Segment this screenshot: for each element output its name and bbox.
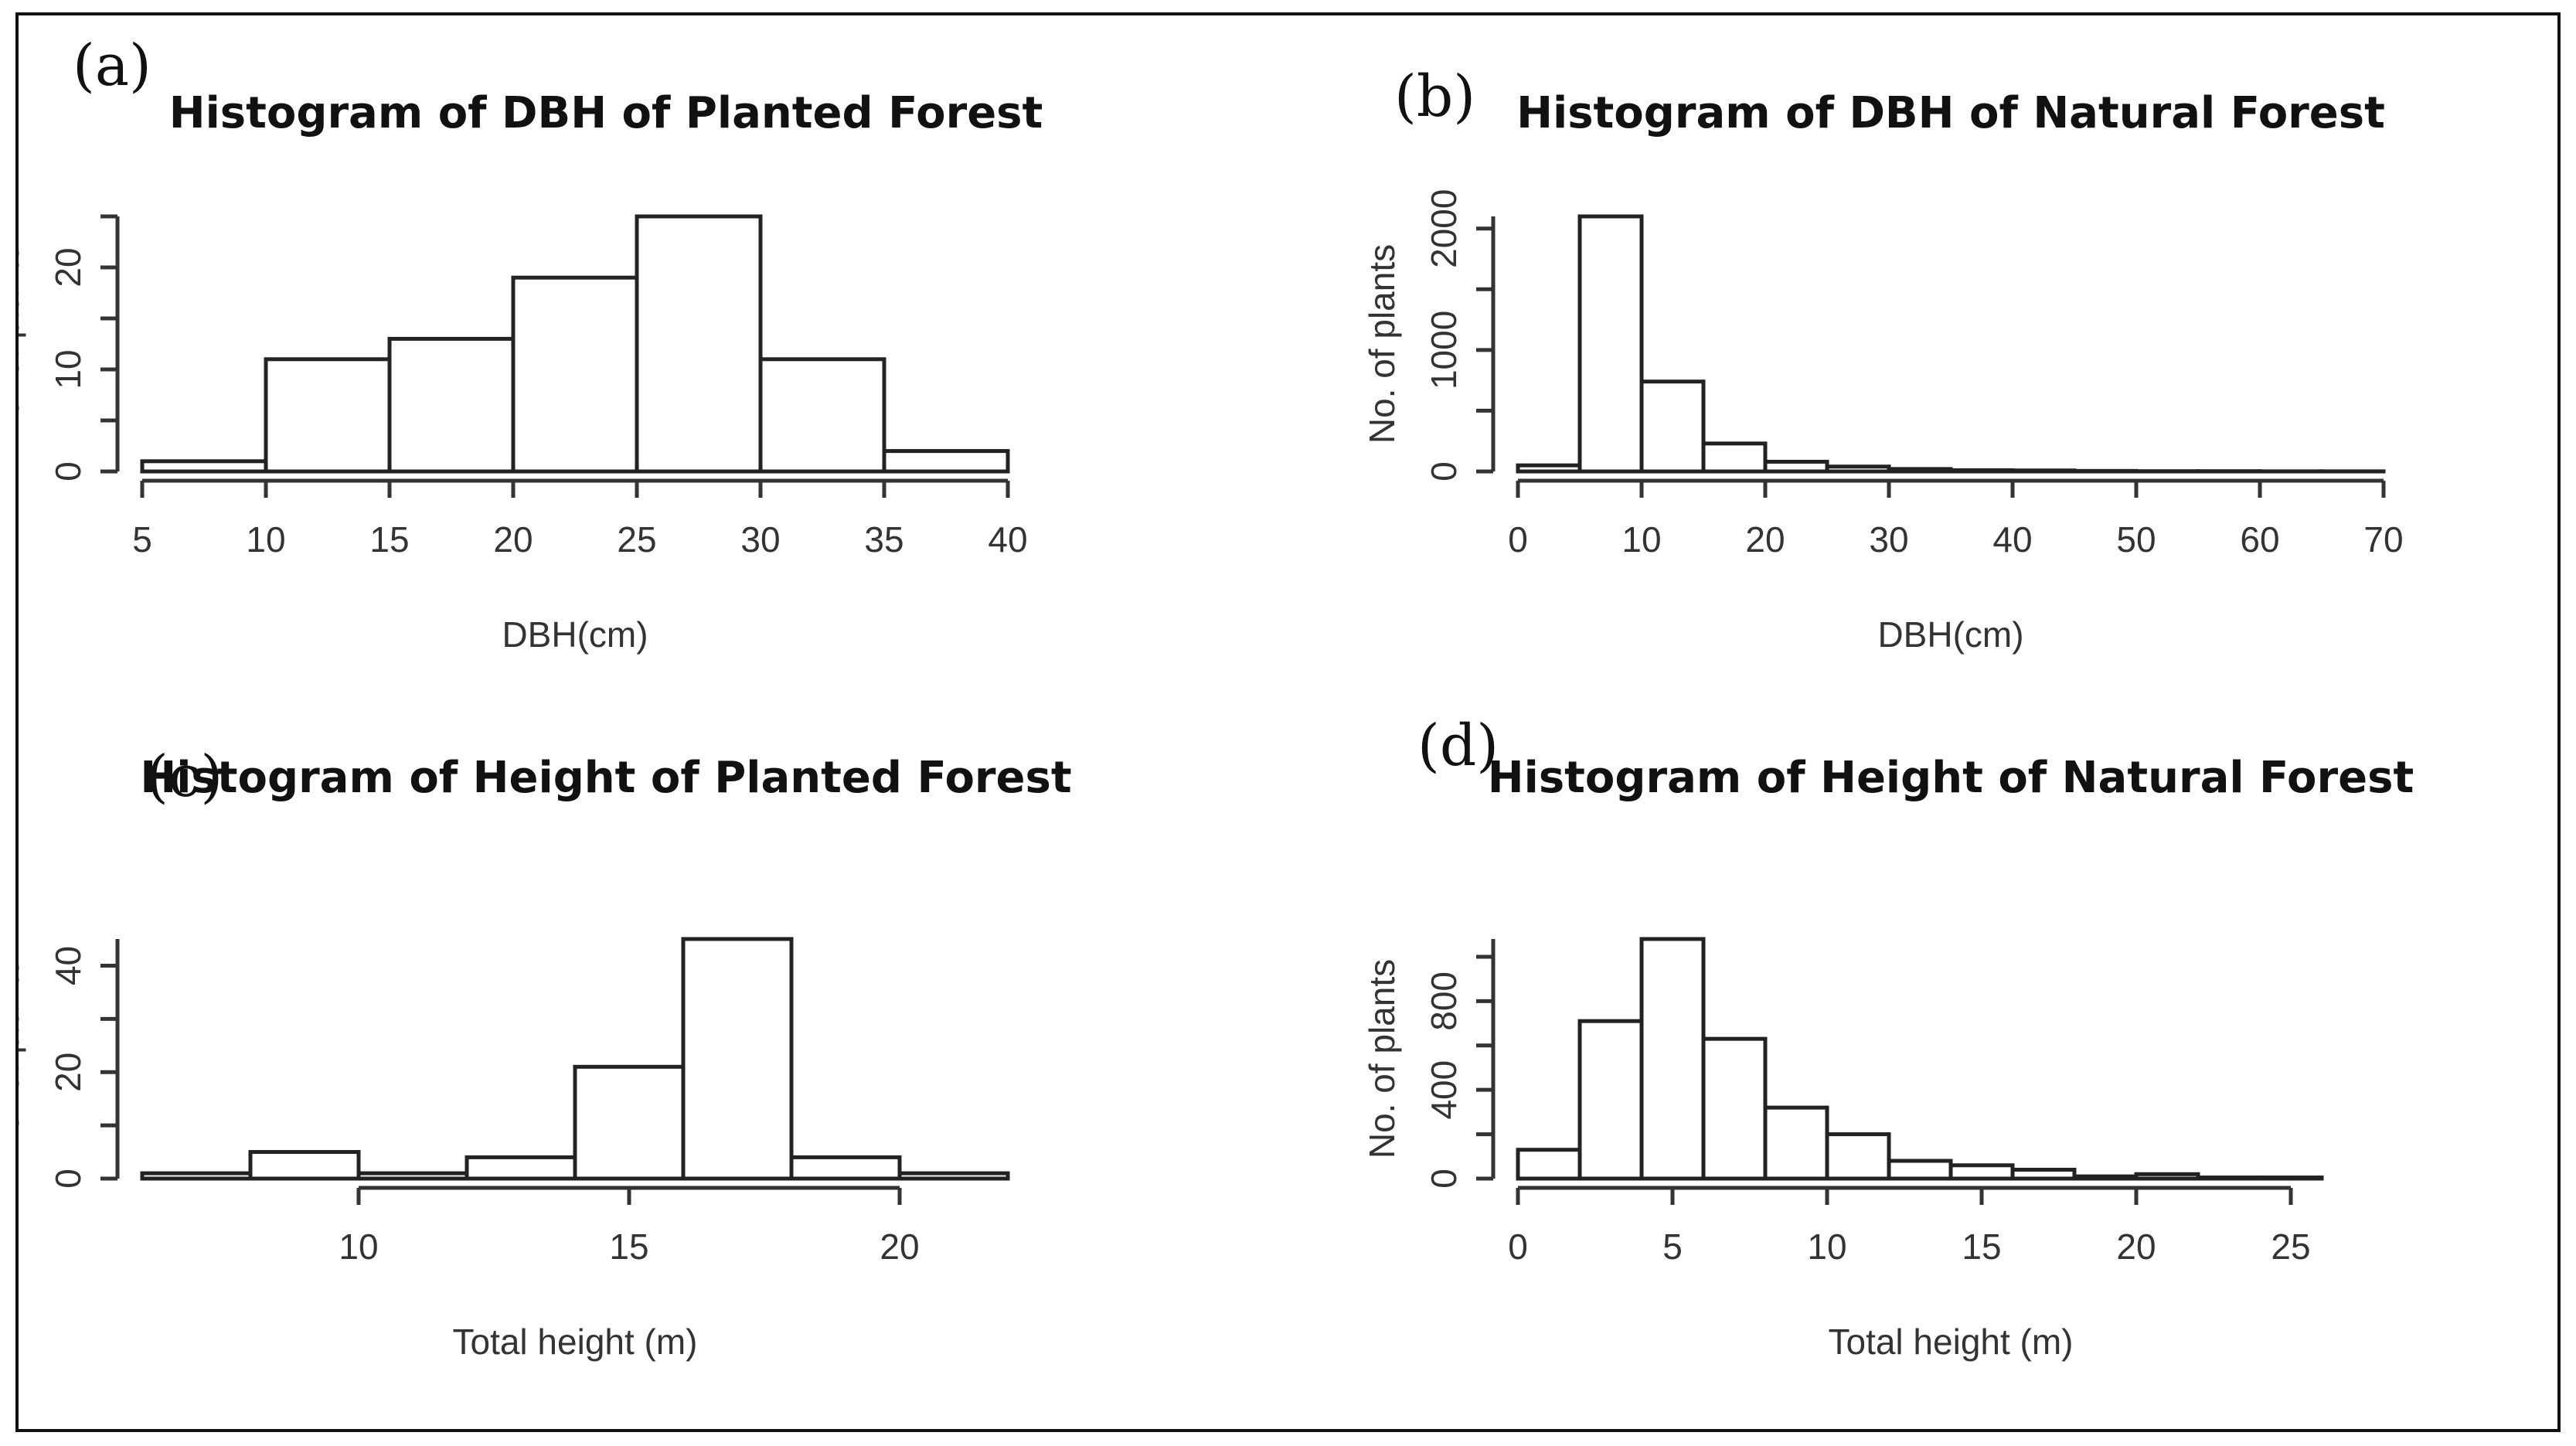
- histogram-bar-c: [140, 1171, 253, 1181]
- histogram-bar-a: [264, 357, 392, 474]
- y-tick-label-d: 800: [1424, 971, 1464, 1031]
- panel-label-c: (c): [146, 743, 223, 810]
- x-tick-label-d: 15: [1962, 1227, 2001, 1267]
- histogram-bar-b: [1763, 459, 1829, 474]
- histogram-bar-d: [2010, 1168, 2077, 1181]
- y-tick-label-b: 2000: [1424, 189, 1464, 268]
- panel-label-d: (d): [1417, 713, 1499, 779]
- figure-frame: (a) Histogram of DBH of Planted Forest 5 10…: [15, 12, 2561, 1432]
- histogram-bar-b: [1825, 464, 1891, 474]
- histogram-bar-a: [882, 449, 1010, 474]
- panel-label-a: (a): [73, 32, 151, 99]
- y-tick-label-a: 20: [48, 247, 88, 287]
- histogram-bar-a: [511, 275, 639, 474]
- x-tick-label-b: 20: [1745, 519, 1785, 560]
- histogram-bar-c: [356, 1171, 469, 1181]
- y-axis-label-b: No. of plants: [1362, 244, 1402, 444]
- histogram-bar-d: [2134, 1172, 2200, 1181]
- chart-title-c: Histogram of Height of Planted Forest: [140, 753, 1071, 803]
- histogram-bar-c: [681, 937, 794, 1181]
- histogram-bar-c: [573, 1064, 686, 1181]
- histogram-bar-a: [758, 357, 886, 474]
- histogram-bar-a: [140, 459, 268, 474]
- y-axis-label-c: No. of plants: [19, 959, 26, 1159]
- chart-title-d: Histogram of Height of Natural Forest: [1488, 753, 2414, 803]
- x-tick-label-d: 20: [2116, 1227, 2156, 1267]
- x-tick-label-b: 60: [2240, 519, 2279, 560]
- histogram-bar-d: [2258, 1176, 2324, 1181]
- histogram-bar-c: [248, 1150, 361, 1181]
- x-axis-label-b: DBH(cm): [1877, 614, 2023, 655]
- x-tick-label-c: 10: [339, 1227, 378, 1267]
- chart-title-b: Histogram of DBH of Natural Forest: [1516, 88, 2385, 138]
- x-tick-label-c: 20: [880, 1227, 919, 1267]
- y-axis-label-d: No. of plants: [1362, 959, 1402, 1159]
- x-tick-label-a: 40: [988, 519, 1027, 560]
- histogram-bar-d: [2196, 1176, 2262, 1181]
- x-tick-label-d: 25: [2271, 1227, 2310, 1267]
- histogram-bar-b: [1516, 463, 1582, 474]
- histogram-figure: (a) Histogram of DBH of Planted Forest 5 10…: [19, 32, 2414, 1362]
- y-tick-label-c: 40: [48, 946, 88, 985]
- x-tick-label-b: 70: [2363, 519, 2403, 560]
- x-tick-label-a: 15: [369, 519, 409, 560]
- x-axis-label-d: Total height (m): [1828, 1322, 2073, 1362]
- x-tick-label-b: 10: [1621, 519, 1661, 560]
- histogram-bar-b: [1948, 468, 2015, 474]
- x-tick-label-d: 0: [1508, 1227, 1528, 1267]
- y-tick-label-a: 0: [48, 461, 88, 481]
- histogram-bar-d: [1701, 1036, 1768, 1181]
- histogram-bar-d: [2072, 1174, 2139, 1181]
- y-tick-label-d: 400: [1424, 1060, 1464, 1120]
- histogram-bar-d: [1763, 1105, 1829, 1181]
- x-tick-label-d: 10: [1807, 1227, 1846, 1267]
- x-tick-label-b: 50: [2116, 519, 2156, 560]
- histogram-bar-d: [1577, 1019, 1644, 1181]
- y-tick-label-a: 10: [48, 349, 88, 389]
- histogram-bar-c: [789, 1155, 902, 1181]
- x-tick-label-b: 0: [1508, 519, 1528, 560]
- x-tick-label-a: 25: [617, 519, 656, 560]
- histogram-bar-d: [1516, 1148, 1582, 1181]
- histogram-bar-d: [1887, 1159, 1953, 1181]
- x-tick-label-b: 40: [1992, 519, 2032, 560]
- x-tick-label-a: 20: [493, 519, 533, 560]
- histogram-bar-a: [635, 214, 763, 474]
- histogram-bar-d: [1639, 937, 1706, 1181]
- x-axis-label-c: Total height (m): [452, 1322, 697, 1362]
- x-tick-label-a: 35: [864, 519, 903, 560]
- y-tick-label-d: 0: [1424, 1169, 1464, 1189]
- histogram-bar-b: [1887, 467, 1953, 474]
- y-tick-label-b: 1000: [1424, 311, 1464, 390]
- y-axis-label-a: No. of plants: [19, 244, 26, 444]
- histogram-bar-d: [1948, 1163, 2015, 1181]
- histogram-bar-b: [1701, 441, 1768, 474]
- histogram-bar-c: [897, 1171, 1010, 1181]
- x-tick-label-a: 5: [132, 519, 152, 560]
- y-tick-label-c: 20: [48, 1053, 88, 1092]
- histogram-bar-b: [1577, 214, 1644, 474]
- panel-label-b: (b): [1394, 63, 1475, 130]
- x-tick-label-b: 30: [1869, 519, 1908, 560]
- histogram-bar-d: [1825, 1132, 1891, 1181]
- x-axis-label-a: DBH(cm): [502, 614, 648, 655]
- histogram-bar-a: [387, 336, 516, 474]
- chart-title-a: Histogram of DBH of Planted Forest: [169, 88, 1043, 138]
- x-tick-label-c: 15: [609, 1227, 648, 1267]
- histogram-bar-c: [464, 1155, 577, 1181]
- x-tick-label-a: 10: [246, 519, 285, 560]
- y-tick-label-c: 0: [48, 1169, 88, 1189]
- histogram-bar-b: [1639, 379, 1706, 474]
- x-tick-label-d: 5: [1662, 1227, 1683, 1267]
- x-tick-label-a: 30: [740, 519, 780, 560]
- y-tick-label-b: 0: [1424, 461, 1464, 481]
